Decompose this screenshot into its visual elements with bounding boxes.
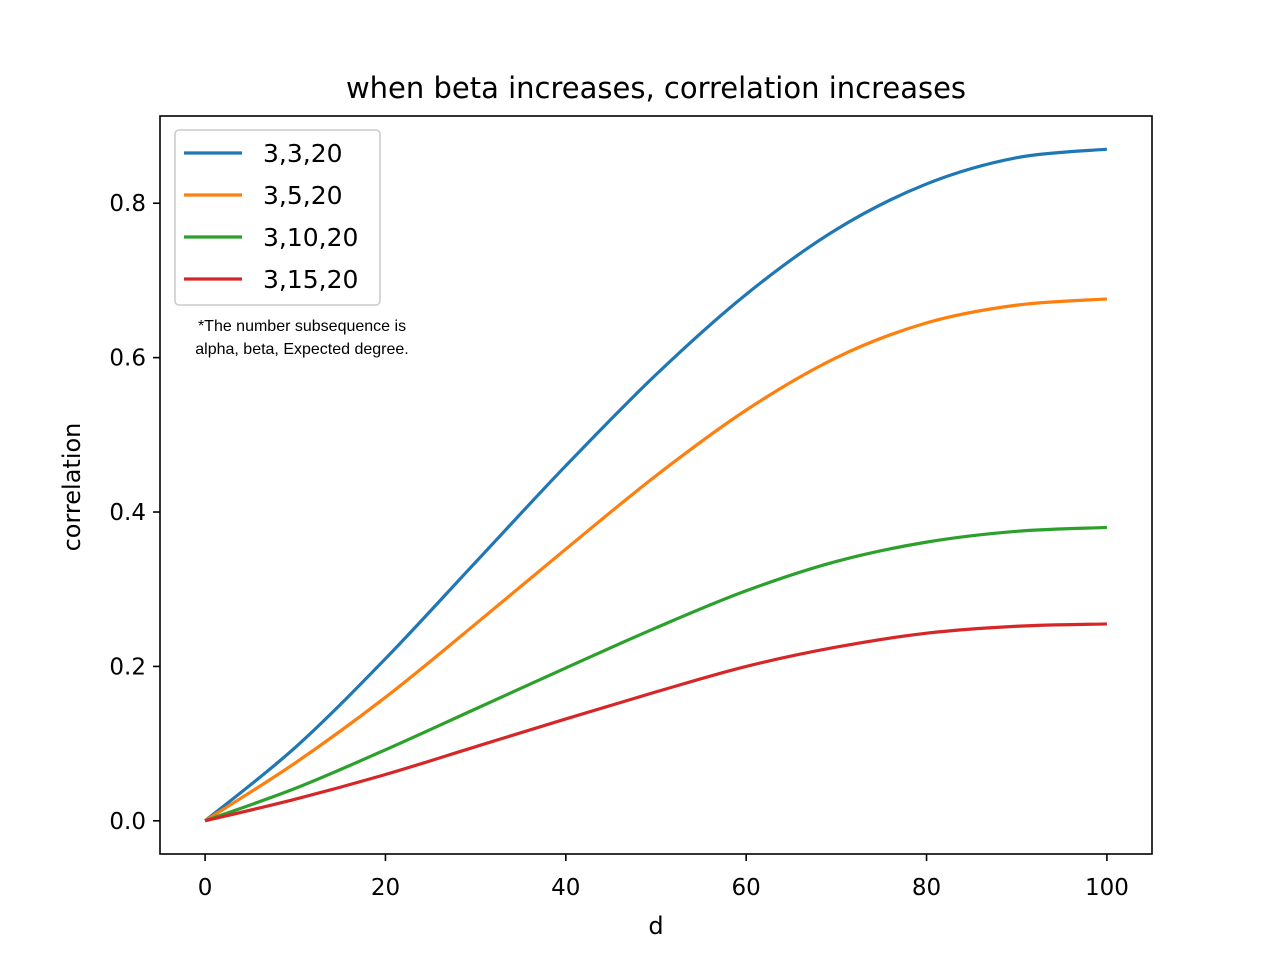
plot-frame bbox=[159, 115, 1153, 855]
legend-label-1: 3,3,20 bbox=[263, 139, 343, 168]
y-tick-label: 0.6 bbox=[109, 346, 146, 372]
note-annotation: *The number subsequence is alpha, beta, … bbox=[195, 318, 409, 358]
plot-lines bbox=[204, 147, 1108, 823]
x-axis-ticks: 0 20 40 60 80 100 bbox=[198, 854, 1129, 901]
series-line-1 bbox=[204, 147, 1108, 823]
legend-entries: 3,3,20 3,5,20 3,10,20 3,15,20 bbox=[184, 139, 358, 294]
note-line-2: alpha, beta, Expected degree. bbox=[195, 341, 409, 358]
legend-label-3: 3,10,20 bbox=[263, 223, 358, 252]
x-tick-label: 60 bbox=[732, 875, 761, 901]
x-tick-label: 80 bbox=[912, 875, 941, 901]
y-axis-ticks: 0.0 0.2 0.4 0.6 0.8 bbox=[109, 191, 160, 835]
note-line-1: *The number subsequence is bbox=[198, 318, 406, 335]
legend-label-4: 3,15,20 bbox=[263, 265, 358, 294]
y-tick-label: 0.8 bbox=[109, 191, 146, 217]
x-tick-label: 100 bbox=[1085, 875, 1129, 901]
x-tick-label: 20 bbox=[371, 875, 400, 901]
y-tick-label: 0.4 bbox=[109, 500, 146, 526]
series-line-4 bbox=[204, 622, 1107, 823]
series-line-2 bbox=[204, 297, 1108, 823]
x-axis-label: d bbox=[648, 912, 663, 940]
legend: 3,3,20 3,5,20 3,10,20 3,15,20 bbox=[174, 129, 381, 306]
x-tick-label: 0 bbox=[198, 875, 213, 901]
legend-label-2: 3,5,20 bbox=[263, 181, 343, 210]
chart-title: when beta increases, correlation increas… bbox=[346, 71, 966, 105]
series-line-3 bbox=[204, 525, 1107, 823]
y-tick-label: 0.0 bbox=[109, 809, 146, 835]
y-tick-label: 0.2 bbox=[109, 654, 146, 680]
x-tick-label: 40 bbox=[551, 875, 580, 901]
y-axis-label: correlation bbox=[58, 423, 86, 552]
legend-box bbox=[174, 129, 381, 306]
